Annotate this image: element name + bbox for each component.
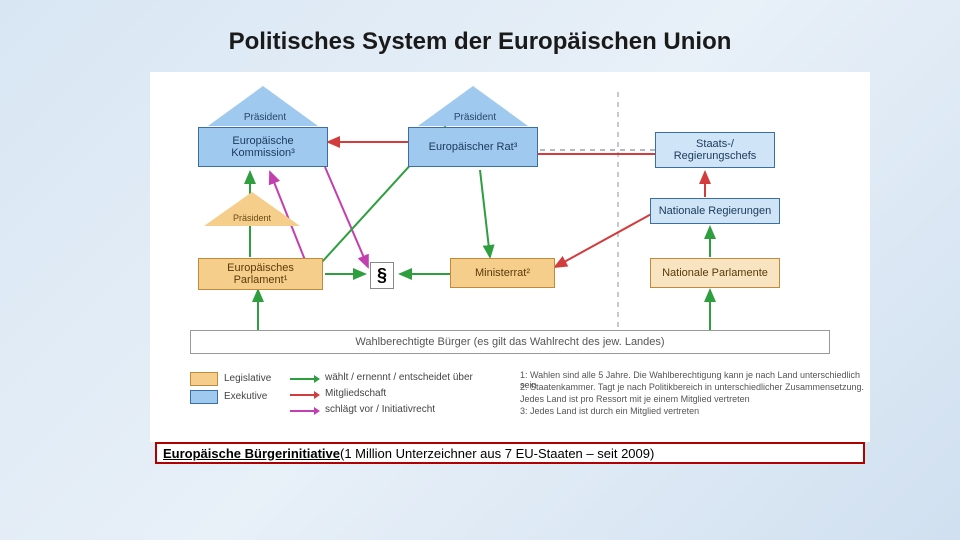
legend-mitglied: Mitgliedschaft [325,388,386,399]
legend-swatch-exekutive [190,390,218,404]
note-2b: Jedes Land ist pro Ressort mit je einem … [520,394,750,404]
citizens-bar: Wahlberechtigte Bürger (es gilt das Wahl… [190,330,830,354]
initiative-bold: Europäische Bürgerinitiative [163,446,340,461]
box-parlament: Europäisches Parlament¹ [198,258,323,290]
legend-arrow-green [290,374,320,384]
section-symbol: § [370,262,394,289]
initiative-box: Europäische Bürgerinitiative (1 Million … [155,442,865,464]
roof-rat-label: Präsident [440,110,510,124]
note-3: 3: Jedes Land ist durch ein Mitglied ver… [520,406,699,416]
initiative-rest: (1 Million Unterzeichner aus 7 EU-Staate… [340,446,654,461]
legend-exekutive: Exekutive [224,391,267,402]
box-kommission: Europäische Kommission³ [198,127,328,167]
box-ministerrat: Ministerrat² [450,258,555,288]
legend-legislative: Legislative [224,373,271,384]
box-nat-parlamente: Nationale Parlamente [650,258,780,288]
box-nat-regierungen: Nationale Regierungen [650,198,780,224]
page-title: Politisches System der Europäischen Unio… [0,28,960,56]
legend-arrow-magenta [290,406,320,416]
legend-waehlt: wählt / ernennt / entscheidet über [325,372,473,383]
roof-kommission-label: Präsident [230,110,300,124]
diagram-panel: Präsident Präsident Präsident Europäisch… [150,72,870,442]
box-rat: Europäischer Rat³ [408,127,538,167]
box-staatschefs: Staats-/ Regierungschefs [655,132,775,168]
legend-schlaegt: schlägt vor / Initiativrecht [325,404,435,415]
note-2: 2: Staatenkammer. Tagt je nach Politikbe… [520,382,864,392]
legend-arrow-red [290,390,320,400]
legend-swatch-legislative [190,372,218,386]
roof-parlament-label: Präsident [222,212,282,224]
